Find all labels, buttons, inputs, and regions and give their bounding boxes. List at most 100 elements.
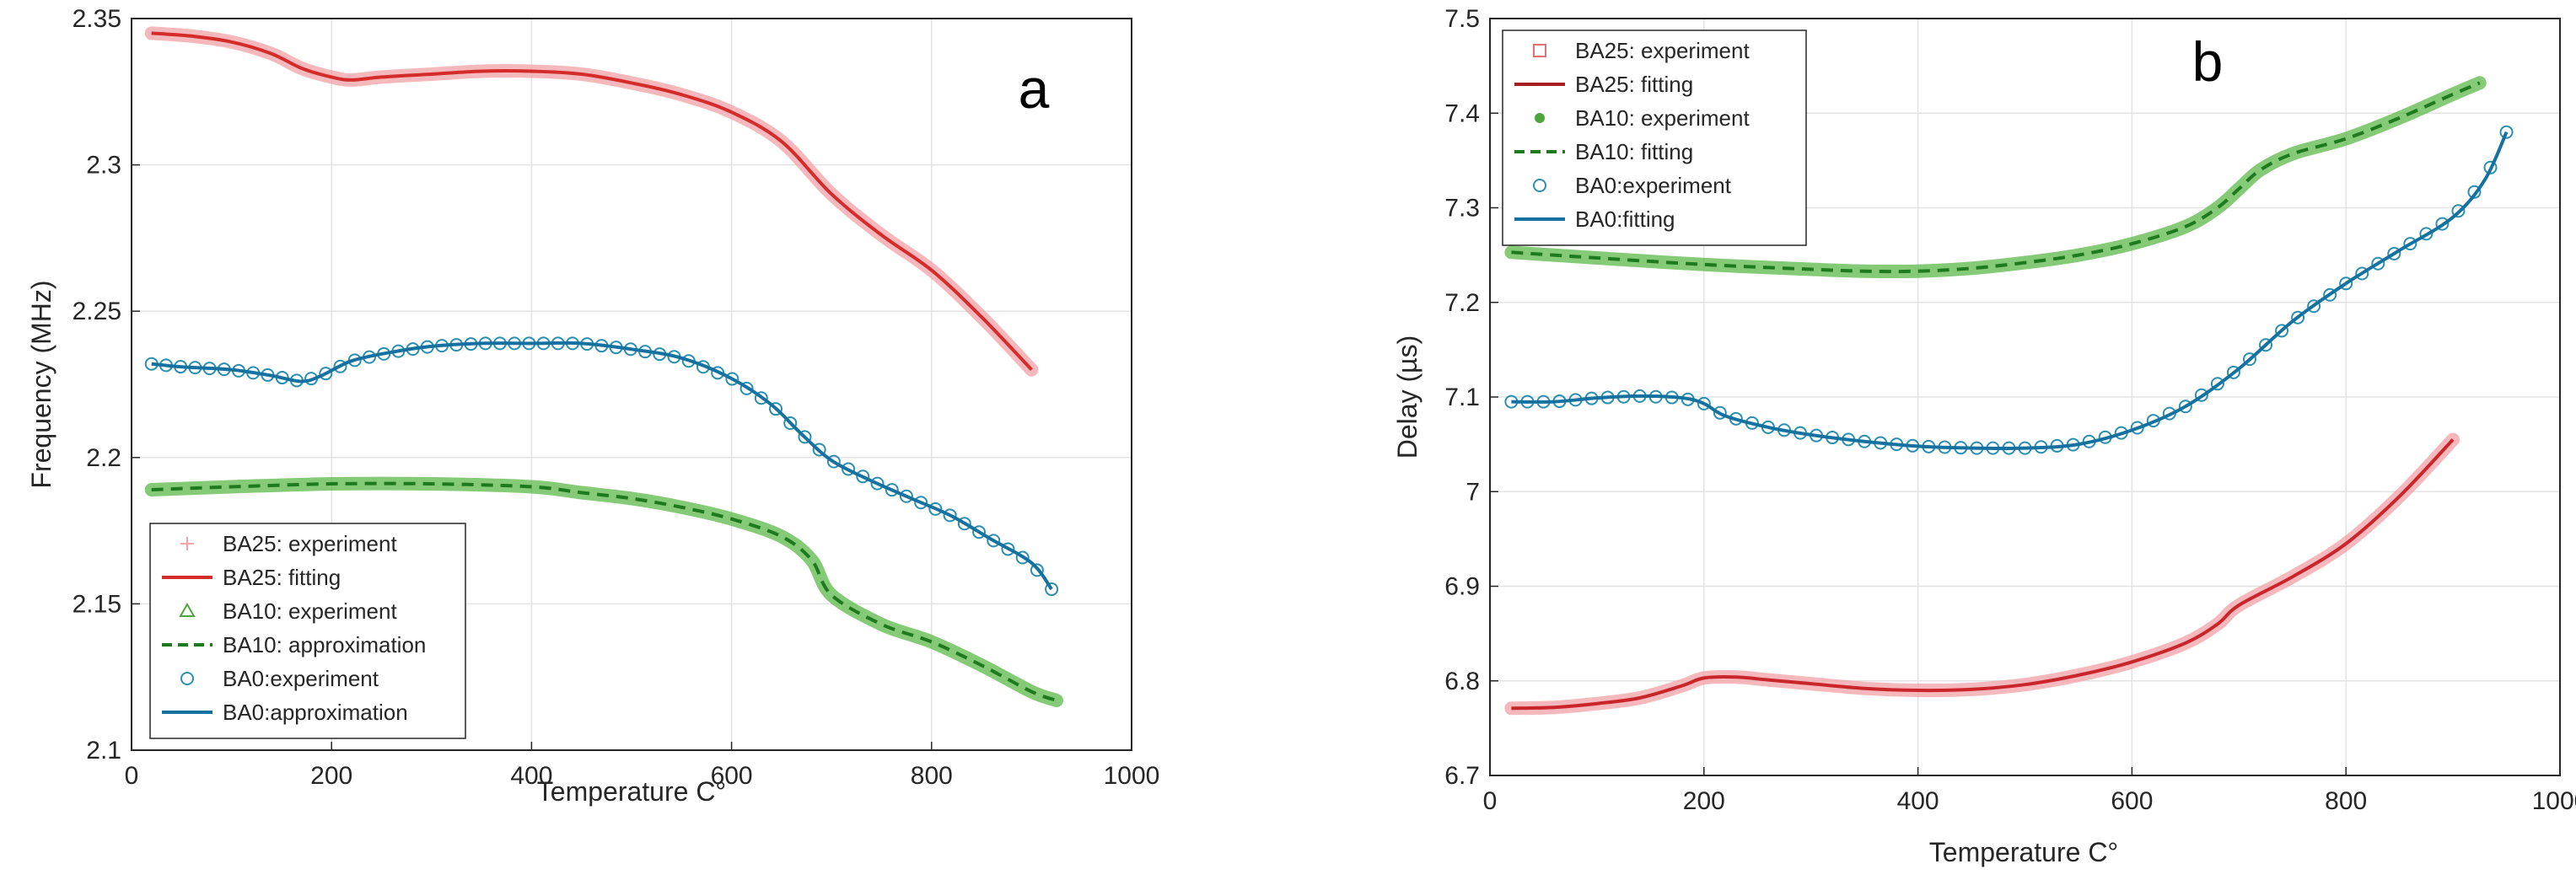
ba0-experiment-marker (885, 483, 899, 497)
legend-label: BA0:experiment (1575, 173, 1732, 198)
x-tick-label: 400 (1897, 787, 1939, 815)
x-tick-label: 1000 (2532, 787, 2576, 815)
ba0-fit-line (1511, 131, 2509, 451)
ba0-experiment-marker (769, 402, 783, 416)
ba0-experiment-marker (812, 443, 826, 457)
y-tick-label: 7.4 (1444, 99, 1480, 127)
ba0-experiment-marker (2307, 299, 2321, 314)
legend-box (149, 523, 466, 739)
y-tick-label: 2.15 (73, 590, 121, 618)
ba0-experiment-marker (2499, 125, 2514, 139)
legend: BA25: experiment BA25: fitting BA10: exper… (1502, 30, 1807, 246)
ba0-experiment-marker (957, 517, 971, 531)
ba0-experiment-marker (914, 496, 928, 510)
y-tick-label: 6.8 (1444, 668, 1480, 695)
ba0-experiment-marker (899, 489, 913, 503)
grid-lines (1489, 18, 2561, 776)
ba0-experiment-marker (2291, 310, 2305, 325)
ba0-experiment-marker (2259, 338, 2273, 352)
y-tick-label: 2.25 (73, 298, 121, 325)
ba0-experiment-marker (2275, 324, 2289, 338)
ba0-experiment-marker (856, 469, 870, 484)
x-tick-label: 1000 (1104, 762, 1160, 790)
ba0-experiment-marker (1030, 563, 1044, 577)
ba0-experiment-marker (987, 534, 1001, 548)
ba25-fit-line (1511, 438, 2455, 711)
legend-label: BA10: experiment (1575, 105, 1750, 131)
legend-label: BA0:fitting (1575, 207, 1675, 232)
x-tick-label: 800 (2325, 787, 2367, 815)
legend-label: BA25: experiment (223, 531, 397, 556)
ba0-experiment-marker (1713, 405, 1727, 420)
ba0-experiment-marker (1001, 542, 1015, 556)
ba0-experiment-marker (2467, 185, 2482, 199)
legend-marker-icon (180, 672, 194, 685)
ba0-experiment-marker (870, 476, 885, 491)
ba0-experiment-marker (725, 372, 739, 386)
ba10-fit-line (1511, 81, 2481, 274)
x-tick-label: 0 (1483, 787, 1498, 815)
legend-label: BA25: fitting (223, 565, 341, 590)
y-tick-label: 2.3 (86, 152, 121, 180)
legend-label: BA10: experiment (223, 598, 397, 624)
y-tick-label: 2.35 (73, 5, 121, 33)
x-tick-label: 200 (1683, 787, 1725, 815)
y-tick-label: 7.3 (1444, 195, 1480, 223)
x-axis-label: Temperature C° (1929, 837, 2118, 867)
ba0-experiment-marker (2371, 256, 2385, 271)
ba0-experiment-marker (2451, 204, 2466, 218)
x-tick-label: 600 (2111, 787, 2153, 815)
ba0-fit-line (151, 341, 1053, 591)
y-tick-label: 6.9 (1444, 573, 1480, 601)
legend-marker-icon (1533, 179, 1546, 192)
ba0-experiment-marker (319, 367, 333, 381)
legend-label: BA10: fitting (1575, 139, 1693, 164)
legend-label: BA25: experiment (1575, 38, 1750, 63)
ba0-experiment-marker (798, 430, 812, 444)
panel-label: b (2192, 30, 2224, 93)
y-tick-label: 7.1 (1444, 384, 1480, 411)
ba0-experiment-marker (739, 381, 754, 395)
ba0-experiment-marker (2387, 246, 2401, 260)
ba0-experiment-marker (2403, 237, 2417, 251)
ba0-experiment-marker (1697, 396, 1711, 410)
legend-marker-icon (1535, 113, 1545, 123)
y-tick-label: 6.7 (1444, 762, 1480, 790)
ba0-experiment-marker (2483, 160, 2498, 174)
legend-label: BA10: approximation (223, 632, 426, 657)
ba0-experiment-marker (2435, 217, 2450, 231)
legend-label: BA25: fitting (1575, 72, 1693, 97)
y-tick-label: 7.2 (1444, 289, 1480, 317)
ba0-experiment-marker (2419, 227, 2433, 241)
legend-marker-icon (180, 537, 194, 550)
ba0-experiment-marker (826, 454, 841, 469)
ba0-experiment-marker (1015, 550, 1030, 565)
ba10-fit-line (151, 481, 1057, 702)
ba25-fit-line (151, 31, 1033, 371)
axes-frame (131, 18, 1132, 751)
series-layer (1504, 76, 2514, 716)
chart-panel-b: 0 200 400 600 800 1000 6.7 6.8 6.9 7 7.1 7.2 7.3 7.4 7… (1392, 5, 2576, 867)
ba0-experiment-marker (783, 416, 798, 430)
legend-label: BA0:experiment (223, 666, 379, 691)
tick-labels: 0 200 400 600 800 1000 2.1 2.15 2.2 2.25 2.3 2.35 (73, 5, 1160, 790)
tick-labels: 0 200 400 600 800 1000 6.7 6.8 6.9 7 7.1 7.2 7.3 7.4 7… (1444, 5, 2576, 815)
chart-panel-a: 0 200 400 600 800 1000 2.1 2.15 2.2 2.25 2.3 2.35 T… (26, 5, 1159, 807)
y-axis-label: Frequency (MHz) (26, 280, 56, 488)
ba0-experiment-marker (754, 391, 768, 405)
ba0-experiment-marker (943, 508, 957, 523)
x-tick-label: 0 (125, 762, 139, 790)
x-tick-label: 800 (911, 762, 953, 790)
ba0-experiment-marker (928, 502, 943, 516)
ba0-experiment-marker (1045, 582, 1059, 597)
legend-label: BA0:approximation (223, 700, 408, 725)
ba0-experiment-marker (2210, 377, 2224, 391)
legend: BA25: experiment BA25: fitting BA10: exper… (149, 523, 466, 739)
legend-marker-icon (179, 602, 196, 617)
x-tick-label: 200 (310, 762, 352, 790)
y-axis-label: Delay (µs) (1392, 335, 1422, 459)
ba0-experiment-marker (333, 359, 347, 373)
ba0-experiment-marker (2339, 276, 2353, 291)
legend-marker-icon (1533, 44, 1546, 57)
